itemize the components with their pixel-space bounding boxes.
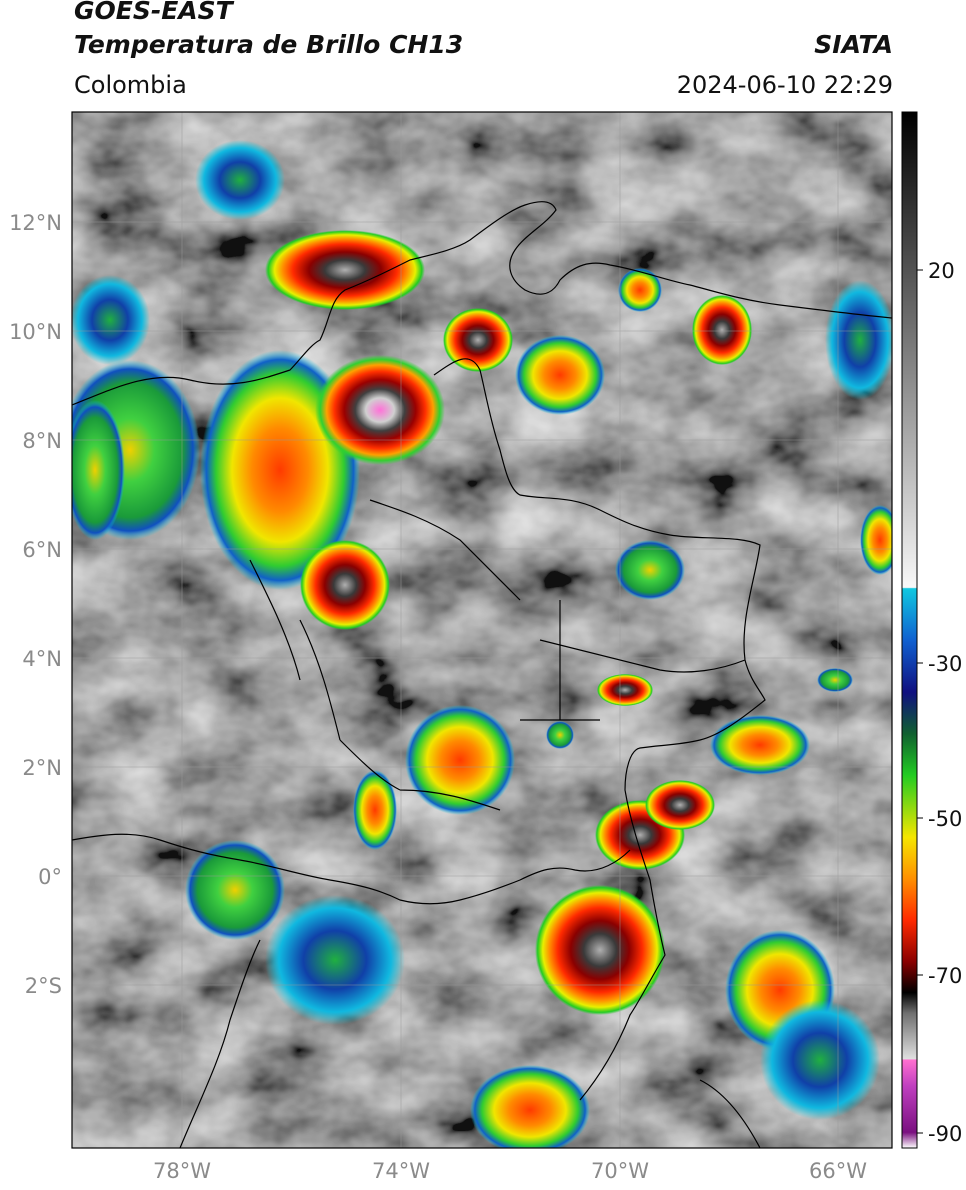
lat-label: 2°N [22,756,62,780]
department-lines [249,499,746,811]
lon-label: 78°W [153,1159,211,1183]
storm-cell [597,674,653,706]
border-ecuador-peru [72,833,631,905]
storm-cell [515,335,605,415]
storm-cell [535,885,665,1015]
map-frame [71,111,893,1149]
product-title: Temperatura de Brillo CH13 [74,30,464,59]
border-venezuela-brazil [433,358,766,1101]
storm-cell [265,230,425,310]
storm-cell [860,505,892,575]
storm-cell [618,268,662,312]
storm-cell [710,715,810,775]
colorbar-tick: 20 [928,259,955,283]
lon-label: 74°W [372,1159,430,1183]
storm-cell [405,705,515,815]
boundaries [72,201,892,1148]
lat-label: 2°S [25,974,62,998]
storm-cell [615,540,685,600]
colorbar: 20 -30 -50 -70 -90 [901,111,962,1149]
storm-cell [72,400,125,540]
colorbar-tick: -70 [928,964,962,988]
storm-cell [760,1000,880,1120]
coastline [72,201,892,406]
longitude-labels: 78°W 74°W 70°W 66°W [153,1159,867,1183]
storm-cell [195,140,285,220]
lat-label: 4°N [22,647,62,671]
colorbar-gradient [901,111,918,1149]
convective-cells [72,140,892,1148]
storm-cell [817,668,853,692]
colorbar-tick: -50 [928,807,962,831]
colorbar-tick: -90 [928,1122,962,1146]
agency-label: SIATA [814,30,893,59]
lat-label: 0° [38,865,62,889]
datetime-label: 2024-06-10 22:29 [676,71,893,99]
lon-label: 66°W [809,1159,867,1183]
storm-cell [645,780,715,830]
storm-cell [315,355,445,465]
lat-label: 6°N [22,538,62,562]
storm-cell [265,895,405,1025]
storm-cell [825,280,892,400]
satellite-title: GOES-EAST [74,0,233,25]
lat-label: 12°N [9,211,62,235]
southern-borders [179,939,761,1148]
lat-label: 8°N [22,429,62,453]
lon-label: 70°W [591,1159,649,1183]
gridlines [72,112,892,1148]
colorbar-tick: -30 [928,652,962,676]
storm-cell [546,721,574,749]
storm-cell [300,540,390,630]
latitude-labels: 12°N 10°N 8°N 6°N 4°N 2°N 0° 2°S [9,211,62,998]
storm-cell [443,308,513,372]
storm-cell [353,770,397,850]
storm-cell [72,275,150,365]
map-panel [72,112,892,1148]
lat-label: 10°N [9,320,62,344]
storm-cell [692,295,752,365]
storm-cell [185,840,285,940]
region-label: Colombia [74,71,187,99]
storm-cell [470,1065,590,1148]
